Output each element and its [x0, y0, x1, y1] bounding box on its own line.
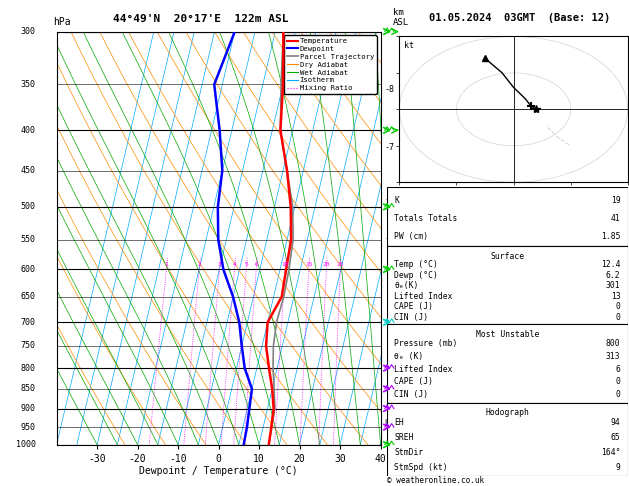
Text: Mixing Ratio (g/kg): Mixing Ratio (g/kg): [408, 191, 418, 286]
Text: 25: 25: [337, 262, 344, 267]
Text: 350: 350: [21, 80, 36, 89]
Text: Totals Totals: Totals Totals: [394, 214, 457, 223]
Text: -8: -8: [384, 85, 394, 94]
Text: 800: 800: [606, 339, 621, 348]
Text: 0: 0: [616, 390, 621, 399]
Text: 10: 10: [281, 262, 289, 267]
Text: 300: 300: [21, 27, 36, 36]
Text: hPa: hPa: [53, 17, 71, 27]
Text: km
ASL: km ASL: [393, 8, 409, 27]
Text: Pressure (mb): Pressure (mb): [394, 339, 457, 348]
Text: 19: 19: [611, 196, 621, 205]
Text: 800: 800: [21, 364, 36, 373]
Text: Lifted Index: Lifted Index: [394, 292, 452, 301]
Text: 5: 5: [245, 262, 248, 267]
Text: Dewp (°C): Dewp (°C): [394, 271, 438, 280]
Text: Lifted Index: Lifted Index: [394, 364, 452, 374]
Text: 65: 65: [611, 433, 621, 442]
Text: CIN (J): CIN (J): [394, 313, 428, 322]
Text: Hodograph: Hodograph: [486, 408, 529, 417]
Text: kt: kt: [404, 41, 414, 50]
Text: CIN (J): CIN (J): [394, 390, 428, 399]
Text: StmDir: StmDir: [394, 448, 423, 457]
Text: -2: -2: [384, 364, 394, 373]
Text: 4: 4: [233, 262, 237, 267]
Text: 44°49'N  20°17'E  122m ASL: 44°49'N 20°17'E 122m ASL: [113, 14, 289, 24]
Text: 6.2: 6.2: [606, 271, 621, 280]
Text: 6: 6: [616, 364, 621, 374]
Text: 550: 550: [21, 235, 36, 244]
Text: -3: -3: [384, 318, 394, 327]
Text: 1: 1: [165, 262, 169, 267]
Bar: [387, 402, 628, 476]
Legend: Temperature, Dewpoint, Parcel Trajectory, Dry Adiabat, Wet Adiabat, Isotherm, Mi: Temperature, Dewpoint, Parcel Trajectory…: [284, 35, 377, 94]
Text: 6: 6: [254, 262, 258, 267]
Text: CAPE (J): CAPE (J): [394, 302, 433, 312]
Text: -6: -6: [384, 195, 394, 205]
Text: 41: 41: [611, 214, 621, 223]
Text: 0: 0: [616, 377, 621, 386]
Text: 450: 450: [21, 166, 36, 175]
Text: 13: 13: [611, 292, 621, 301]
Text: StmSpd (kt): StmSpd (kt): [394, 463, 448, 472]
Text: CAPE (J): CAPE (J): [394, 377, 433, 386]
Text: 850: 850: [21, 384, 36, 394]
Text: 900: 900: [21, 404, 36, 413]
Text: 94: 94: [611, 418, 621, 427]
Text: 950: 950: [21, 423, 36, 432]
Text: EH: EH: [394, 418, 404, 427]
Text: Surface: Surface: [490, 252, 525, 261]
Text: 164°: 164°: [601, 448, 621, 457]
Text: 650: 650: [21, 293, 36, 301]
Text: 12.4: 12.4: [601, 260, 621, 269]
Bar: [387, 246, 628, 325]
Text: PW (cm): PW (cm): [394, 232, 428, 241]
X-axis label: Dewpoint / Temperature (°C): Dewpoint / Temperature (°C): [139, 467, 298, 476]
Text: -4: -4: [384, 265, 394, 274]
Bar: [387, 325, 628, 402]
Text: K: K: [394, 196, 399, 205]
Text: 600: 600: [21, 265, 36, 274]
Text: 500: 500: [21, 202, 36, 211]
Text: 2: 2: [198, 262, 201, 267]
Text: θₑ(K): θₑ(K): [394, 281, 418, 290]
Text: 750: 750: [21, 342, 36, 350]
Text: 9: 9: [616, 463, 621, 472]
Text: 0: 0: [616, 302, 621, 312]
Text: 1000: 1000: [16, 440, 36, 449]
Text: 15: 15: [305, 262, 313, 267]
Text: 3: 3: [218, 262, 221, 267]
Text: -5: -5: [384, 234, 394, 243]
Text: 01.05.2024  03GMT  (Base: 12): 01.05.2024 03GMT (Base: 12): [429, 13, 611, 23]
Text: Most Unstable: Most Unstable: [476, 330, 539, 339]
Bar: [387, 187, 628, 246]
Text: 313: 313: [606, 352, 621, 361]
Text: 0: 0: [616, 313, 621, 322]
Text: 700: 700: [21, 318, 36, 327]
Text: © weatheronline.co.uk: © weatheronline.co.uk: [387, 476, 484, 485]
Text: 400: 400: [21, 126, 36, 135]
Text: Temp (°C): Temp (°C): [394, 260, 438, 269]
Text: 1.85: 1.85: [601, 232, 621, 241]
Text: SREH: SREH: [394, 433, 413, 442]
Text: 301: 301: [606, 281, 621, 290]
Text: -7: -7: [384, 142, 394, 152]
Text: 20: 20: [323, 262, 330, 267]
Text: θₑ (K): θₑ (K): [394, 352, 423, 361]
Text: -1: -1: [384, 423, 394, 432]
Text: LCL: LCL: [384, 419, 398, 428]
